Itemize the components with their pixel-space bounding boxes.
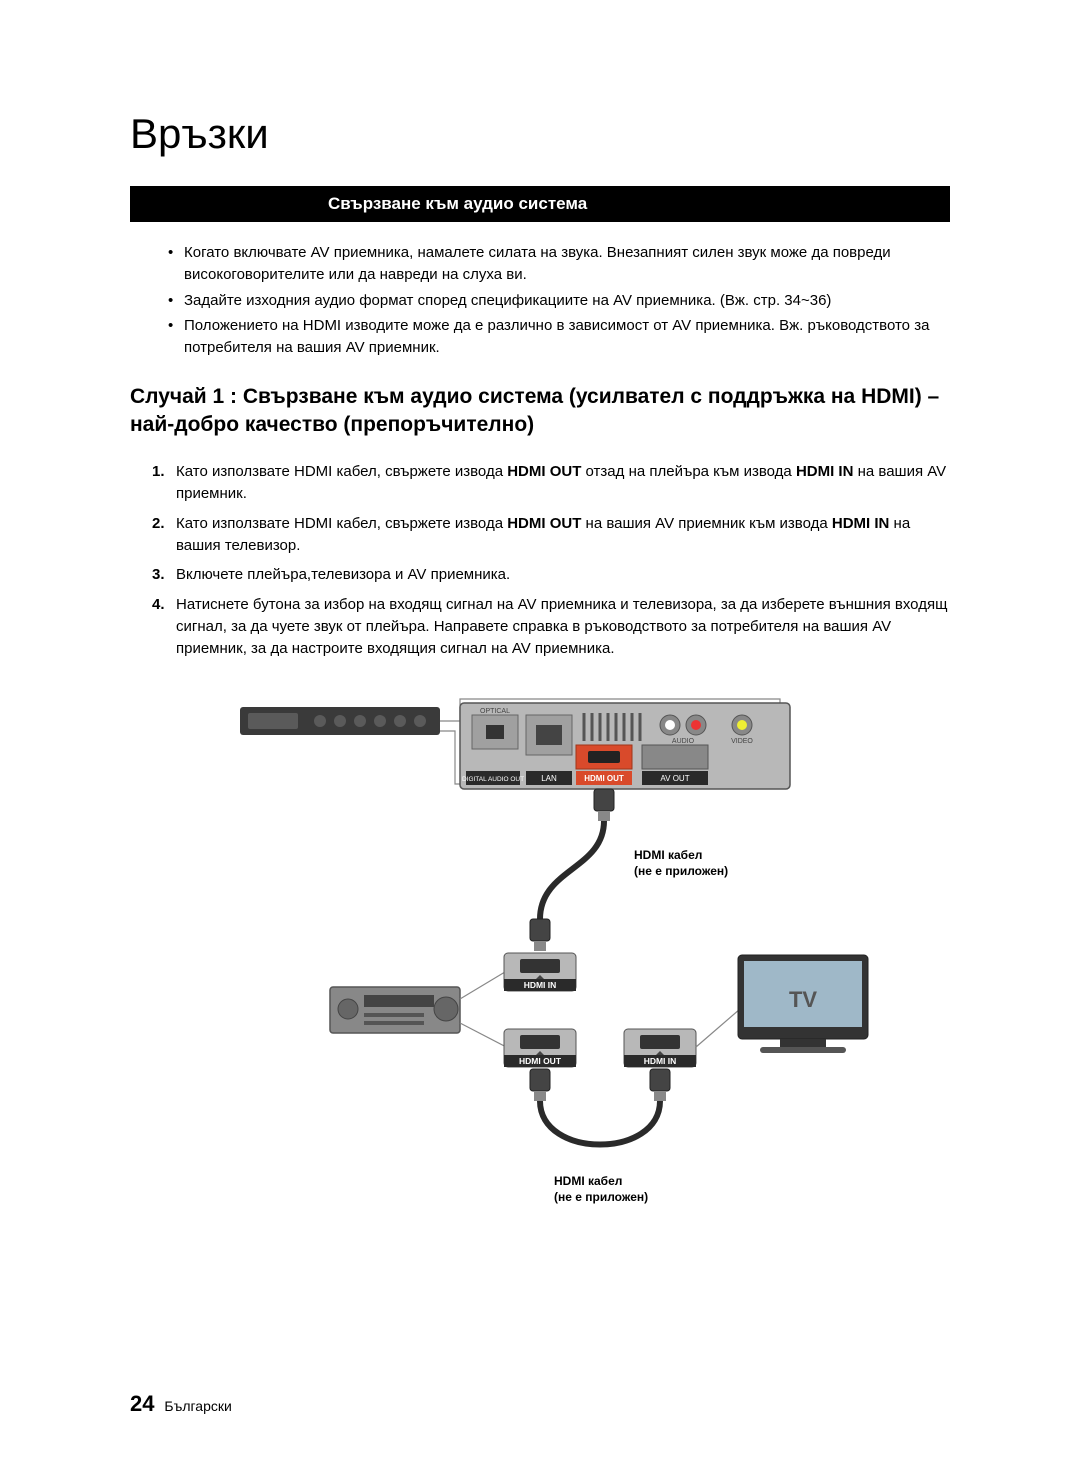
tv-label: TV [789,987,817,1012]
step-number: 2. [152,513,165,535]
hdmi-connector-icon [650,1069,670,1101]
hdmi-cable-2-sublabel: (не е приложен) [554,1190,648,1204]
section-header-bar: Свързване към аудио система [130,186,950,222]
page-title: Връзки [130,110,950,158]
note-item: Когато включвате AV приемника, намалете … [168,242,950,286]
page-footer: 24 Български [130,1391,232,1417]
tv-device-icon: TV [738,955,868,1053]
panel-label-optical: OPTICAL [480,708,510,715]
hdmi-connector-icon [594,789,614,821]
step-text: Като използвате HDMI кабел, свържете изв… [176,515,910,554]
step-text: Включете плейъра,телевизора и AV приемни… [176,566,510,583]
tv-hdmi-in-port: HDMI IN [624,1029,696,1067]
notes-list: Когато включвате AV приемника, намалете … [168,242,950,359]
case-title: Случай 1 : Свързване към аудио система (… [130,383,950,440]
panel-label-hdmi-out: HDMI OUT [584,774,624,783]
step-number: 4. [152,594,165,616]
panel-label-audio: AUDIO [672,738,695,745]
hdmi-cable-1 [540,821,604,919]
panel-label-lan: LAN [541,774,557,783]
hdmi-cable-1-sublabel: (не е приложен) [634,864,728,878]
step-number: 1. [152,461,165,483]
hdmi-cable-2 [540,1101,660,1145]
connection-diagram: OPTICAL [180,689,900,1249]
hdmi-connector-icon [530,919,550,951]
panel-label-video: VIDEO [731,738,753,745]
step-item: 1. Като използвате HDMI кабел, свържете и… [152,461,950,505]
step-item: 2. Като използвате HDMI кабел, свържете и… [152,513,950,557]
tv-hdmi-in-label: HDMI IN [644,1056,677,1066]
step-text: Натиснете бутона за избор на входящ сигн… [176,596,947,657]
receiver-hdmi-out-port: HDMI OUT [504,1029,576,1067]
av-receiver-icon [330,987,460,1033]
step-item: 4. Натиснете бутона за избор на входящ си… [152,594,950,659]
hdmi-connector-icon [530,1069,550,1101]
player-device-icon [240,707,440,735]
step-text: Като използвате HDMI кабел, свържете изв… [176,463,946,502]
receiver-hdmi-out-label: HDMI OUT [519,1056,562,1066]
step-number: 3. [152,564,165,586]
note-item: Положението на HDMI изводите може да е р… [168,315,950,359]
step-item: 3. Включете плейъра,телевизора и AV прием… [152,564,950,586]
panel-hdmi-out-port [576,745,632,769]
hdmi-cable-1-label: HDMI кабел [634,848,702,862]
note-item: Задайте изходния аудио формат според спе… [168,290,950,312]
panel-label-av-out: AV OUT [660,774,689,783]
hdmi-cable-2-label: HDMI кабел [554,1174,622,1188]
steps-list: 1. Като използвате HDMI кабел, свържете и… [152,461,950,659]
receiver-hdmi-in-label: HDMI IN [524,980,557,990]
page-number: 24 [130,1391,154,1416]
language-label: Български [164,1398,231,1414]
section-header-text: Свързване към аудио система [148,194,932,214]
receiver-hdmi-in-port: HDMI IN [504,953,576,991]
panel-label-digital-audio-out: DIGITAL AUDIO OUT [462,776,524,783]
player-rear-panel: OPTICAL [460,703,790,789]
